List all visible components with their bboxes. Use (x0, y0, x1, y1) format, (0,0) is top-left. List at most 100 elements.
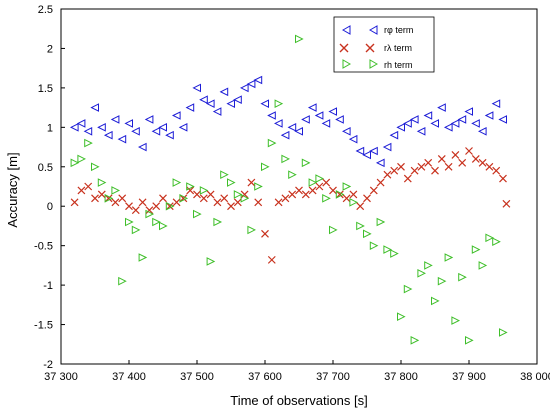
point-series-2 (444, 253, 454, 262)
point-series-0 (253, 75, 263, 85)
point-series-2 (70, 158, 80, 168)
point-series-0 (76, 119, 86, 128)
point-series-1 (390, 166, 399, 175)
point-series-0 (246, 79, 256, 89)
legend-label-rlambda: rλ term (384, 43, 412, 53)
point-series-1 (247, 178, 256, 187)
point-series-1 (315, 182, 324, 191)
legend-marker-rphi (341, 25, 351, 35)
point-series-0 (301, 115, 310, 124)
point-series-0 (280, 130, 290, 140)
point-series-0 (83, 126, 93, 136)
point-series-0 (294, 126, 303, 136)
point-series-1 (478, 158, 487, 167)
point-series-2 (465, 336, 474, 345)
y-tick-label: 2 (47, 43, 53, 55)
y-tick-label: -0.5 (34, 241, 53, 253)
point-series-1 (193, 190, 201, 199)
point-series-2 (451, 316, 461, 325)
point-series-2 (349, 197, 359, 207)
y-tick-label: 0.5 (38, 162, 53, 174)
point-series-2 (403, 284, 413, 294)
point-series-0 (355, 146, 365, 156)
point-series-1 (363, 194, 371, 203)
point-series-1 (165, 202, 174, 211)
point-series-1 (186, 186, 195, 195)
x-tick-label: 37 600 (248, 371, 282, 383)
point-series-2 (261, 162, 270, 172)
point-series-1 (458, 158, 467, 167)
point-series-2 (165, 201, 175, 211)
point-series-1 (220, 194, 229, 203)
point-series-2 (308, 178, 318, 187)
point-series-0 (165, 130, 174, 140)
point-series-0 (382, 142, 392, 152)
point-series-1 (172, 198, 181, 207)
point-series-1 (502, 199, 511, 208)
point-series-1 (97, 190, 106, 199)
legend-box (333, 16, 435, 73)
point-series-0 (124, 119, 133, 128)
point-series-0 (158, 123, 167, 132)
point-series-1 (91, 194, 99, 203)
point-series-2 (397, 312, 406, 321)
point-series-0 (484, 111, 494, 120)
point-series-2 (267, 138, 277, 148)
point-series-1 (437, 154, 446, 163)
point-series-2 (458, 272, 467, 282)
point-series-2 (424, 261, 433, 270)
point-series-1 (485, 162, 494, 171)
point-series-1 (254, 198, 263, 207)
point-series-1 (288, 190, 297, 199)
point-series-0 (389, 130, 399, 140)
point-series-0 (450, 119, 460, 128)
point-series-2 (315, 174, 325, 183)
point-series-0 (328, 107, 337, 116)
point-series-0 (90, 103, 99, 112)
point-series-0 (219, 87, 229, 97)
point-series-1 (417, 162, 426, 171)
point-series-2 (179, 194, 189, 203)
point-series-0 (348, 134, 358, 144)
point-series-0 (409, 115, 419, 124)
x-tick-label: 37 700 (316, 371, 350, 383)
point-series-2 (111, 186, 121, 195)
point-series-0 (443, 123, 453, 132)
point-series-2 (492, 237, 501, 247)
point-series-0 (498, 115, 507, 124)
point-series-1 (227, 202, 235, 211)
point-series-2 (233, 190, 243, 199)
point-series-1 (152, 202, 161, 211)
point-series-1 (397, 162, 405, 171)
y-tick-label: 2.5 (38, 4, 53, 16)
point-series-1 (295, 186, 303, 195)
y-tick-label: 1 (47, 122, 53, 134)
point-series-2 (288, 170, 297, 179)
point-series-1 (335, 190, 344, 199)
point-series-2 (383, 245, 393, 254)
point-series-1 (376, 178, 385, 187)
y-tick-label: -1.5 (34, 320, 53, 332)
point-series-1 (369, 186, 378, 195)
y-tick-label: -2 (43, 359, 53, 371)
point-series-1 (499, 174, 507, 183)
point-series-0 (471, 119, 480, 128)
point-series-2 (152, 217, 161, 227)
point-series-1 (356, 202, 365, 211)
x-tick-label: 37 900 (452, 371, 486, 383)
point-series-0 (287, 123, 297, 132)
point-series-2 (322, 194, 331, 203)
point-series-0 (416, 126, 426, 136)
legend-marker-rh-2 (369, 59, 379, 69)
legend-marker-rlambda (339, 43, 349, 53)
point-series-2 (240, 194, 250, 203)
point-series-1 (465, 147, 473, 155)
point-series-1 (308, 186, 317, 195)
point-series-1 (349, 190, 358, 199)
point-series-0 (131, 126, 140, 136)
point-series-2 (499, 328, 508, 337)
point-series-0 (137, 142, 147, 152)
point-series-0 (144, 115, 154, 124)
point-series-2 (417, 268, 427, 278)
point-series-1 (451, 151, 460, 159)
